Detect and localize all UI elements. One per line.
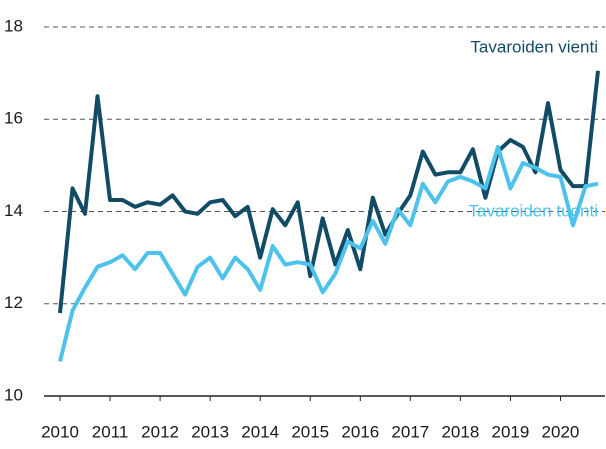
series-line <box>58 144 599 362</box>
x-tick-label: 2019 <box>492 422 530 441</box>
series-label: Tavaroiden vienti <box>470 37 598 56</box>
x-tick-label: 2016 <box>341 422 379 441</box>
y-tick-label: 12 <box>4 293 23 312</box>
x-tick-label: 2013 <box>191 422 229 441</box>
y-tick-label: 14 <box>4 201 23 220</box>
x-tick-label: 2020 <box>542 422 580 441</box>
x-tick-label: 2011 <box>92 422 129 441</box>
y-tick-label: 16 <box>4 109 23 128</box>
x-tick-label: 2014 <box>241 422 279 441</box>
series-line <box>58 70 600 314</box>
series-label: Tavaroiden tuonti <box>469 201 598 220</box>
y-tick-label: 10 <box>4 385 23 404</box>
x-tick-label: 2012 <box>141 422 179 441</box>
y-tick-label: 18 <box>4 16 23 35</box>
x-tick-label: 2017 <box>391 422 429 441</box>
x-tick-label: 2010 <box>41 422 79 441</box>
x-tick-label: 2018 <box>441 422 479 441</box>
x-tick-label: 2015 <box>291 422 329 441</box>
